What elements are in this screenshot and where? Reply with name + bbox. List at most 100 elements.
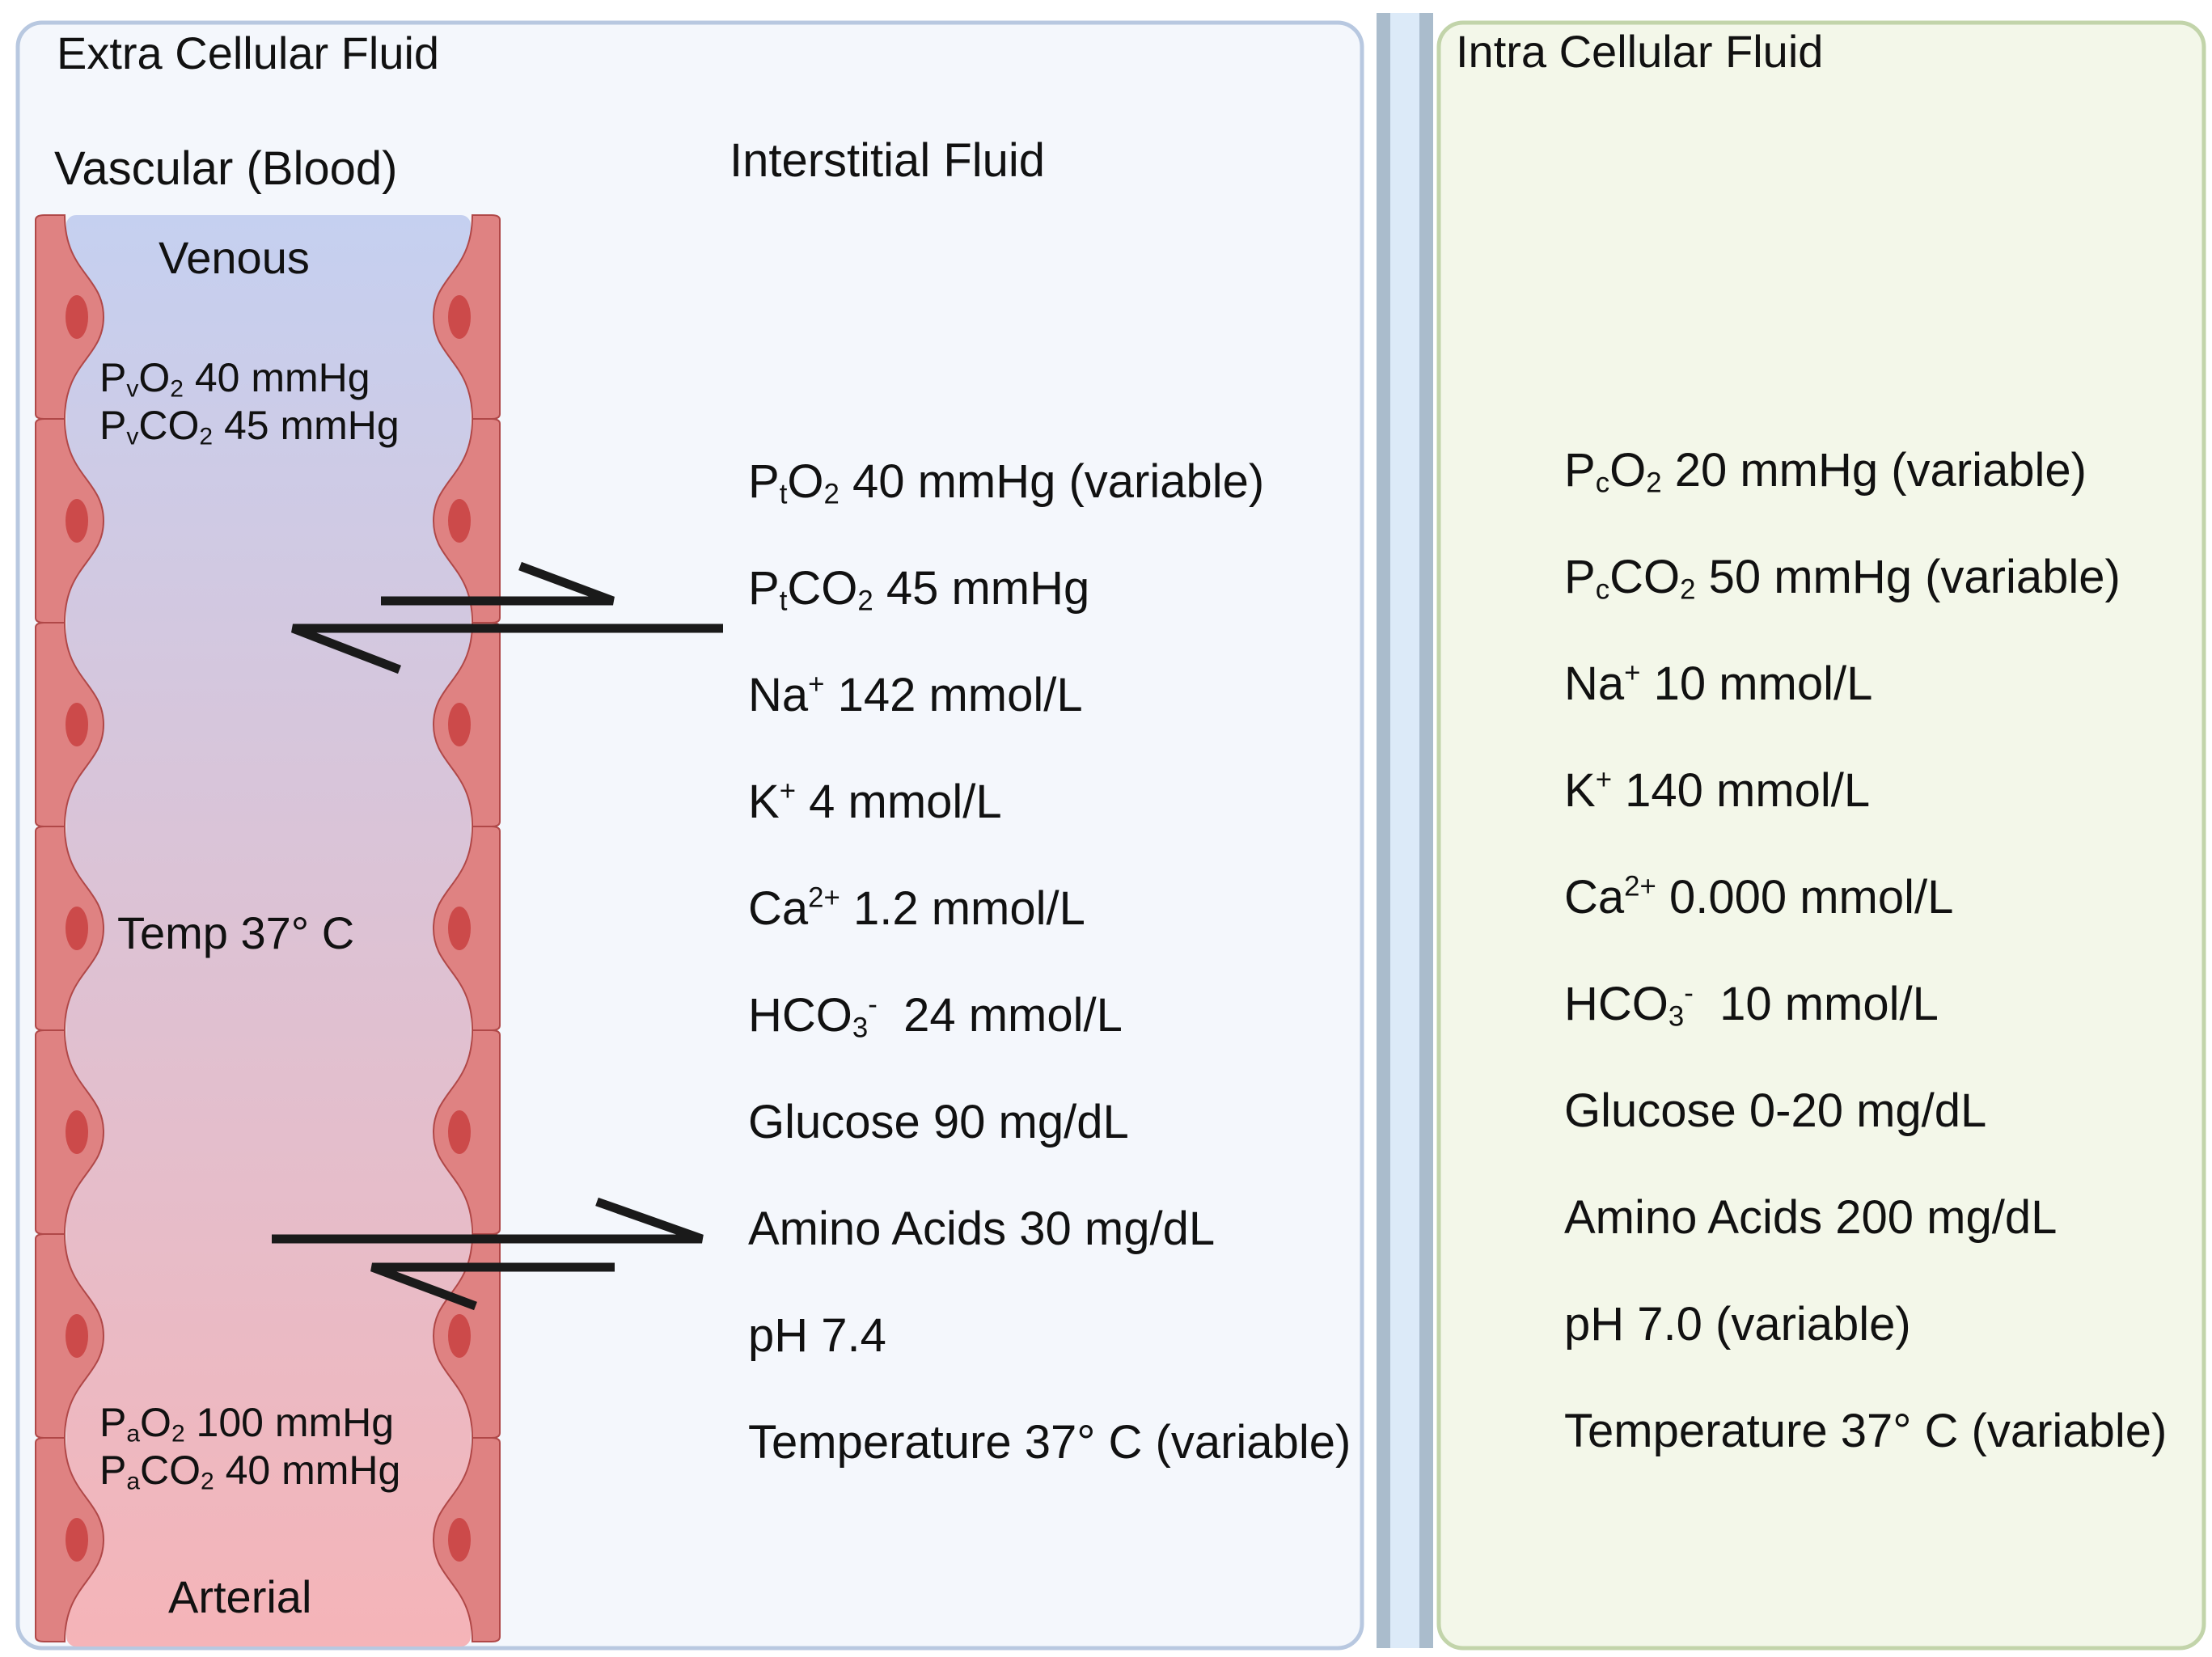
cell-nucleus <box>448 1518 471 1562</box>
intracellular-value: HCO3- 10 mmol/L <box>1564 978 1939 1031</box>
cell-nucleus <box>66 703 88 746</box>
value-text: Glucose 90 mg/dL <box>748 1096 1129 1148</box>
value-subscript: t <box>779 478 788 510</box>
value-superscript: 2+ <box>808 881 840 914</box>
value-text: P <box>99 355 127 400</box>
value-text: 40 mmHg <box>183 355 370 400</box>
interstitial-value: HCO3- 24 mmol/L <box>748 989 1123 1042</box>
cell-nucleus <box>448 1314 471 1358</box>
value-subscript: 2 <box>199 423 214 450</box>
value-subscript: a <box>126 1468 141 1495</box>
cell-nucleus <box>448 703 471 746</box>
blood-gas-value: PvO2 40 mmHg <box>99 354 400 402</box>
intracellular-panel <box>1436 20 2206 1651</box>
interstitial-value: Na+ 142 mmol/L <box>748 669 1083 721</box>
value-text: Na <box>1564 657 1625 710</box>
value-text: K <box>1564 764 1596 817</box>
value-text: HCO <box>748 989 852 1042</box>
value-text: 10 mmol/L <box>1693 978 1939 1030</box>
blood-gas-value: PvCO2 45 mmHg <box>99 402 400 450</box>
cell-membrane <box>1377 13 1433 1648</box>
value-text: Amino Acids 30 mg/dL <box>748 1203 1216 1255</box>
value-text: pH 7.0 (variable) <box>1564 1298 1911 1351</box>
venous-label: Venous <box>159 232 310 283</box>
value-subscript: 3 <box>852 1012 869 1044</box>
value-subscript: 2 <box>857 585 873 617</box>
interstitial-value: pH 7.4 <box>748 1312 886 1359</box>
value-subscript: 2 <box>1646 467 1662 499</box>
intracellular-value: Na+ 10 mmol/L <box>1564 659 1872 708</box>
value-text: O <box>138 355 171 400</box>
value-text: 0.000 mmol/L <box>1656 871 1954 924</box>
value-text: 50 mmHg (variable) <box>1695 551 2121 603</box>
value-subscript: a <box>126 1420 141 1448</box>
value-text: CO <box>138 402 200 448</box>
value-subscript: 2 <box>823 478 840 510</box>
vascular-title: Vascular (Blood) <box>54 142 398 195</box>
cell-nucleus <box>448 907 471 950</box>
interstitial-value: Temperature 37° C (variable) <box>748 1419 1351 1466</box>
intracellular-value: Glucose 0-20 mg/dL <box>1564 1088 1986 1135</box>
cell-nucleus <box>448 1110 471 1154</box>
arterial-label: Arterial <box>168 1571 312 1622</box>
value-superscript: + <box>779 775 797 807</box>
interstitial-title: Interstitial Fluid <box>730 134 1046 187</box>
value-text: 40 mmHg <box>214 1447 401 1493</box>
value-text: O <box>787 455 824 508</box>
cell-nucleus <box>66 1518 88 1562</box>
value-subscript: c <box>1595 467 1610 499</box>
value-text: Na <box>748 669 809 721</box>
cell-nucleus <box>66 295 88 339</box>
cell-nucleus <box>66 1314 88 1358</box>
interstitial-value: Ca2+ 1.2 mmol/L <box>748 884 1085 932</box>
value-text: P <box>1564 444 1596 497</box>
equilibrium-arrow-icon <box>272 1197 704 1311</box>
venous-gas-values: PvO2 40 mmHg PvCO2 45 mmHg <box>99 354 400 449</box>
value-text: CO <box>1609 551 1681 603</box>
value-subscript: 2 <box>201 1468 214 1495</box>
intracellular-value: PcCO2 50 mmHg (variable) <box>1564 551 2121 604</box>
value-text: P <box>1564 551 1596 603</box>
value-subscript: v <box>126 375 139 403</box>
intracellular-value: pH 7.0 (variable) <box>1564 1301 1911 1348</box>
value-text: CO <box>787 562 858 615</box>
interstitial-value: PtCO2 45 mmHg <box>748 562 1089 615</box>
value-text: K <box>748 776 780 828</box>
value-text: 45 mmHg <box>213 402 400 448</box>
equilibrium-arrow-icon <box>291 561 723 674</box>
value-text: 24 mmol/L <box>877 989 1123 1042</box>
value-superscript: + <box>1595 763 1613 796</box>
cell-nucleus <box>448 499 471 543</box>
value-text: Ca <box>748 882 809 935</box>
value-text: 142 mmol/L <box>824 669 1083 721</box>
value-superscript: - <box>1684 977 1694 1009</box>
value-superscript: - <box>868 988 878 1021</box>
value-text: P <box>748 455 780 508</box>
value-text: Ca <box>1564 871 1625 924</box>
value-text: Amino Acids 200 mg/dL <box>1564 1191 2058 1244</box>
value-subscript: c <box>1595 573 1610 606</box>
value-text: 140 mmol/L <box>1612 764 1871 817</box>
intracellular-value: PcO2 20 mmHg (variable) <box>1564 444 2087 497</box>
value-text: P <box>748 562 780 615</box>
value-text: P <box>99 1400 127 1445</box>
value-text: Temperature 37° C (variable) <box>748 1416 1351 1469</box>
value-text: 40 mmHg (variable) <box>839 455 1265 508</box>
intracellular-value: Amino Acids 200 mg/dL <box>1564 1194 2057 1241</box>
value-text: 1.2 mmol/L <box>840 882 1085 935</box>
icf-title: Intra Cellular Fluid <box>1456 26 1824 77</box>
value-text: P <box>99 402 127 448</box>
value-subscript: t <box>779 585 788 617</box>
value-subscript: 3 <box>1668 1000 1685 1033</box>
value-text: O <box>1609 444 1647 497</box>
value-superscript: 2+ <box>1624 870 1656 902</box>
value-subscript: 2 <box>170 375 184 403</box>
value-subscript: v <box>126 423 139 450</box>
value-text: O <box>140 1400 171 1445</box>
value-text: P <box>99 1447 127 1493</box>
intracellular-value: K+ 140 mmol/L <box>1564 764 1871 817</box>
blood-gas-value: PaO2 100 mmHg <box>99 1399 400 1447</box>
temperature-label: Temp 37° C <box>117 907 355 958</box>
